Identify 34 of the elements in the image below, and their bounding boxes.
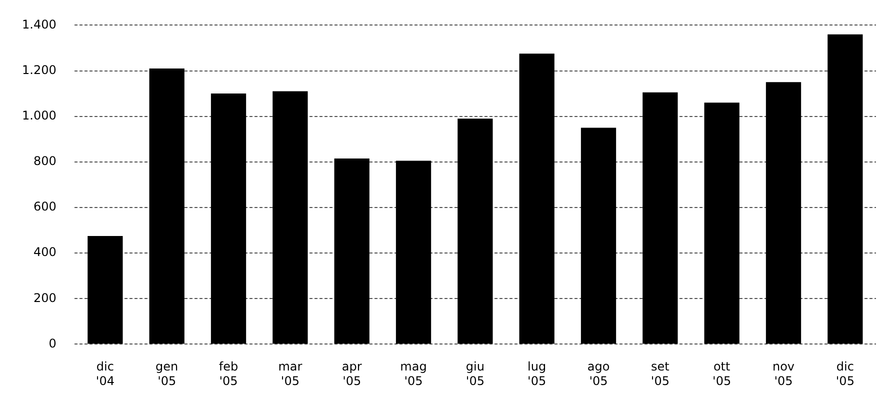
x-tick-label: gen '05	[156, 360, 178, 388]
x-tick-label: apr '05	[342, 360, 362, 388]
bar	[272, 91, 308, 344]
x-tick-label: lug '05	[528, 360, 546, 388]
x-tick-label: dic '04	[96, 360, 114, 388]
y-tick-label: 200	[33, 290, 56, 305]
y-tick-label: 0	[48, 336, 56, 350]
bar	[149, 68, 184, 344]
x-tick-label: mar '05	[278, 360, 302, 388]
x-tick-label: giu '05	[466, 360, 484, 388]
y-tick-label: 1.000	[22, 108, 56, 122]
y-tick-label: 1.200	[22, 62, 56, 77]
y-tick-label: 400	[33, 245, 56, 260]
bar	[396, 160, 432, 344]
y-tick-label: 800	[33, 154, 56, 168]
x-tick-label: ott '05	[712, 360, 732, 388]
bar	[519, 54, 554, 344]
bar	[88, 236, 123, 344]
bar	[458, 118, 493, 344]
bar	[766, 82, 802, 344]
bar	[642, 92, 678, 344]
bar	[704, 102, 740, 344]
bar	[334, 158, 370, 344]
x-tick-label: mag '05	[400, 360, 427, 388]
bar	[210, 94, 246, 344]
x-tick-label: set '05	[650, 360, 670, 388]
x-tick-label: dic '05	[836, 360, 854, 388]
bar	[580, 128, 616, 344]
x-tick-label: nov '05	[772, 360, 795, 388]
x-tick-label: ago '05	[587, 360, 610, 388]
y-tick-label: 600	[33, 200, 56, 214]
x-tick-label: feb '05	[218, 360, 238, 388]
y-tick-label: 1.400	[22, 17, 56, 32]
bar	[828, 34, 863, 344]
